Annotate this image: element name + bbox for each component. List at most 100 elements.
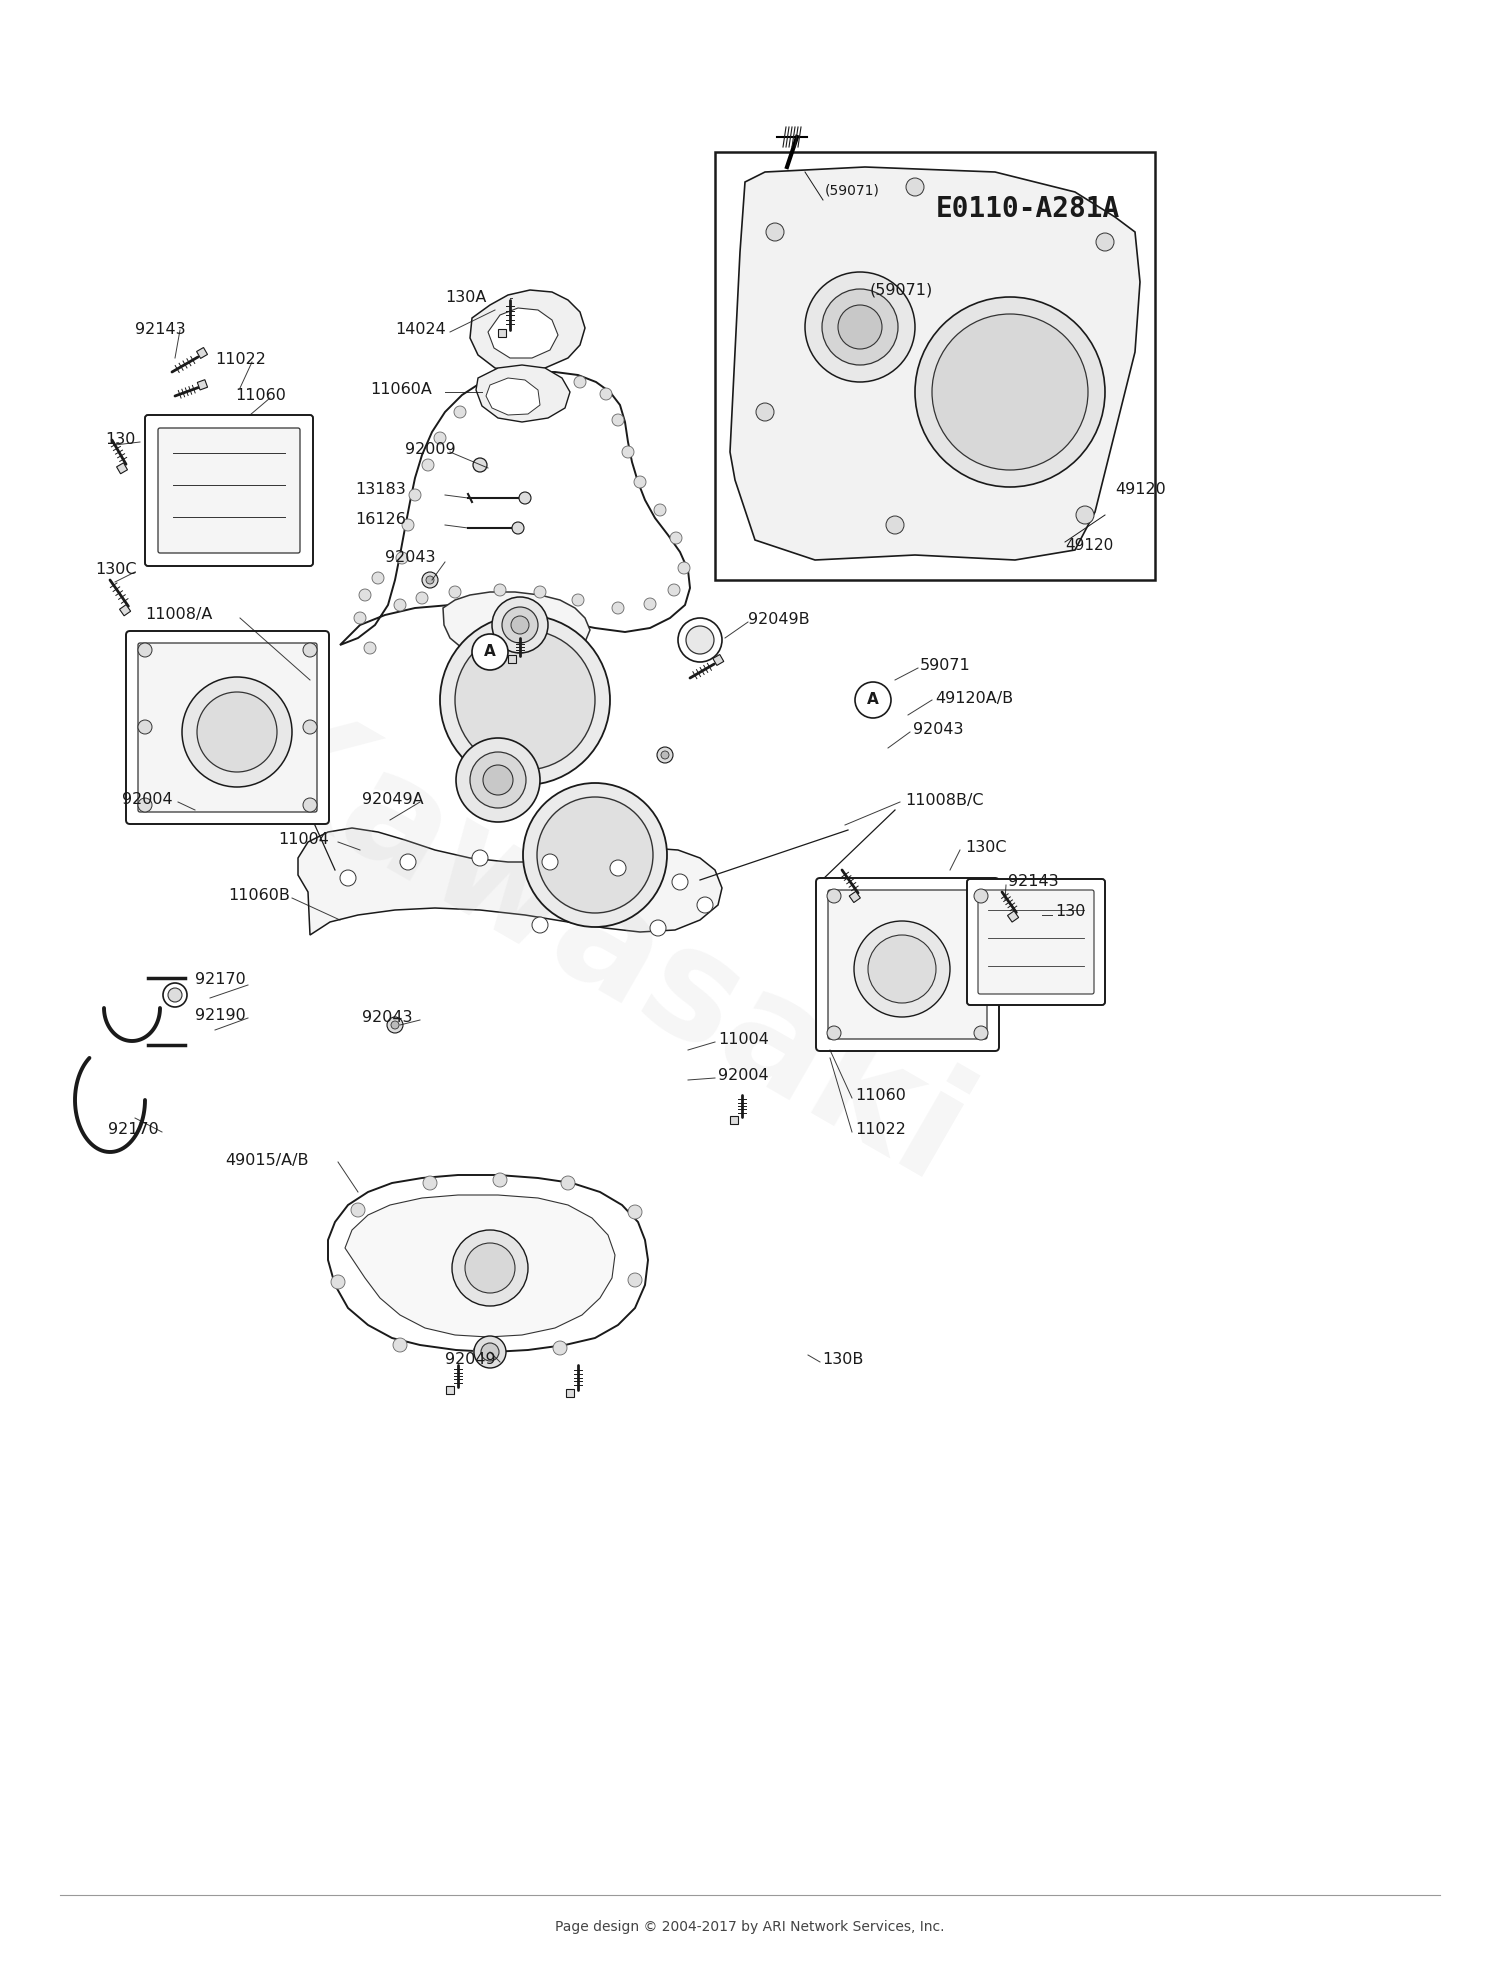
Circle shape xyxy=(393,1338,406,1352)
Circle shape xyxy=(426,577,433,585)
Circle shape xyxy=(678,618,722,661)
Circle shape xyxy=(698,897,712,912)
Circle shape xyxy=(416,593,428,604)
Text: (59071): (59071) xyxy=(870,283,933,298)
Circle shape xyxy=(670,532,682,543)
Text: 130C: 130C xyxy=(94,563,136,577)
Circle shape xyxy=(394,598,406,610)
Text: 14024: 14024 xyxy=(394,322,445,337)
Text: A: A xyxy=(867,693,879,708)
Bar xyxy=(498,330,506,337)
Bar xyxy=(117,463,128,473)
Text: 11008/A: 11008/A xyxy=(146,608,213,622)
Circle shape xyxy=(542,373,554,385)
Circle shape xyxy=(806,273,915,383)
FancyBboxPatch shape xyxy=(138,644,316,812)
Circle shape xyxy=(512,616,530,634)
Text: 92043: 92043 xyxy=(914,722,963,738)
Bar xyxy=(849,891,861,903)
Circle shape xyxy=(756,402,774,422)
Circle shape xyxy=(400,853,416,869)
Circle shape xyxy=(196,693,278,771)
Text: 11022: 11022 xyxy=(855,1122,906,1138)
Bar xyxy=(730,1116,738,1124)
Circle shape xyxy=(512,522,524,534)
Text: 130: 130 xyxy=(1054,904,1086,920)
Text: 130B: 130B xyxy=(822,1352,864,1368)
Circle shape xyxy=(600,388,612,400)
Circle shape xyxy=(519,492,531,504)
FancyBboxPatch shape xyxy=(126,632,328,824)
Circle shape xyxy=(554,1340,567,1356)
Text: 92170: 92170 xyxy=(108,1122,159,1138)
Circle shape xyxy=(534,587,546,598)
Text: 92043: 92043 xyxy=(362,1010,413,1026)
Circle shape xyxy=(822,288,898,365)
Circle shape xyxy=(678,561,690,575)
Circle shape xyxy=(686,626,714,653)
Circle shape xyxy=(182,677,292,787)
Text: 92043: 92043 xyxy=(386,551,435,565)
Circle shape xyxy=(470,751,526,808)
Polygon shape xyxy=(486,379,540,416)
Text: 92170: 92170 xyxy=(195,973,246,987)
Circle shape xyxy=(332,1275,345,1289)
Text: 92049A: 92049A xyxy=(362,793,423,808)
Circle shape xyxy=(340,869,356,887)
Bar xyxy=(120,604,130,616)
Text: 130: 130 xyxy=(105,432,135,447)
Circle shape xyxy=(422,459,434,471)
Text: 92143: 92143 xyxy=(135,322,186,337)
Circle shape xyxy=(766,224,784,241)
Circle shape xyxy=(672,873,688,891)
Polygon shape xyxy=(345,1195,615,1336)
Circle shape xyxy=(354,612,366,624)
Bar xyxy=(566,1389,574,1397)
Circle shape xyxy=(494,1173,507,1187)
FancyBboxPatch shape xyxy=(816,879,999,1052)
Circle shape xyxy=(827,889,842,903)
Circle shape xyxy=(572,594,584,606)
Circle shape xyxy=(1096,233,1114,251)
Text: 130C: 130C xyxy=(964,840,1006,855)
Circle shape xyxy=(392,1020,399,1028)
Circle shape xyxy=(303,720,316,734)
Text: 11060: 11060 xyxy=(236,388,286,402)
Circle shape xyxy=(474,1336,506,1368)
Bar xyxy=(196,347,207,359)
Circle shape xyxy=(868,936,936,1003)
Circle shape xyxy=(372,573,384,585)
Polygon shape xyxy=(328,1175,648,1352)
Text: 11008B/C: 11008B/C xyxy=(904,793,984,808)
Circle shape xyxy=(644,598,656,610)
Bar xyxy=(716,151,1155,581)
Circle shape xyxy=(524,783,668,926)
Circle shape xyxy=(454,630,596,769)
Bar xyxy=(446,1385,454,1393)
Circle shape xyxy=(456,738,540,822)
Circle shape xyxy=(932,314,1088,471)
Circle shape xyxy=(612,414,624,426)
Circle shape xyxy=(478,387,490,398)
Bar xyxy=(509,655,516,663)
Circle shape xyxy=(364,642,376,653)
Circle shape xyxy=(662,751,669,759)
Circle shape xyxy=(482,1344,500,1362)
Circle shape xyxy=(654,504,666,516)
Circle shape xyxy=(303,644,316,657)
Text: 11004: 11004 xyxy=(278,832,328,848)
Text: 49120: 49120 xyxy=(1065,538,1113,553)
Circle shape xyxy=(537,797,652,912)
Bar xyxy=(1008,910,1019,922)
Text: 59071: 59071 xyxy=(920,659,970,673)
Circle shape xyxy=(387,1016,404,1034)
Text: 92143: 92143 xyxy=(1008,875,1059,889)
Circle shape xyxy=(433,432,445,443)
Circle shape xyxy=(448,587,460,598)
Circle shape xyxy=(303,799,316,812)
Circle shape xyxy=(138,720,152,734)
Circle shape xyxy=(612,602,624,614)
Bar xyxy=(198,381,207,390)
Text: 92009: 92009 xyxy=(405,443,456,457)
Text: (59071): (59071) xyxy=(825,182,880,196)
